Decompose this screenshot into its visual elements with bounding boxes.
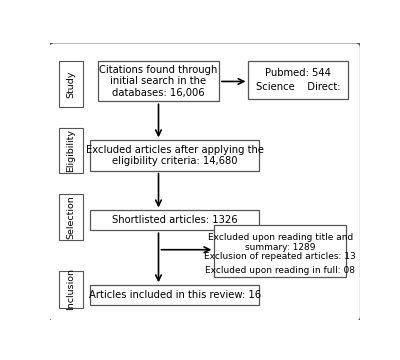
- Text: Excluded articles after applying the
eligibility criteria: 14,680: Excluded articles after applying the eli…: [86, 145, 264, 166]
- Bar: [59, 194, 82, 240]
- Text: Articles included in this review: 16: Articles included in this review: 16: [89, 290, 261, 300]
- FancyBboxPatch shape: [48, 42, 361, 322]
- Text: Pubmed: 544: Pubmed: 544: [265, 68, 331, 78]
- Text: Eligibility: Eligibility: [66, 129, 76, 172]
- Text: Excluded upon reading title and
summary: 1289: Excluded upon reading title and summary:…: [208, 233, 353, 252]
- Text: Shortlisted articles: 1326: Shortlisted articles: 1326: [112, 215, 238, 225]
- Bar: [98, 61, 219, 102]
- Text: Citations found through
initial search in the
databases: 16,006: Citations found through initial search i…: [99, 65, 218, 98]
- Text: Exclusion of repeated articles: 13: Exclusion of repeated articles: 13: [204, 252, 356, 261]
- Text: Science    Direct:: Science Direct:: [256, 82, 340, 93]
- Bar: [90, 140, 259, 171]
- Bar: [90, 285, 259, 305]
- Bar: [214, 225, 346, 278]
- Text: Selection: Selection: [66, 195, 76, 239]
- Text: Inclusion: Inclusion: [66, 268, 76, 310]
- Text: Study: Study: [66, 71, 76, 98]
- Bar: [248, 61, 348, 99]
- Text: Excluded upon reading in full: 08: Excluded upon reading in full: 08: [205, 266, 355, 275]
- Bar: [59, 270, 82, 308]
- Bar: [59, 128, 82, 174]
- Bar: [90, 210, 259, 230]
- Bar: [59, 61, 82, 107]
